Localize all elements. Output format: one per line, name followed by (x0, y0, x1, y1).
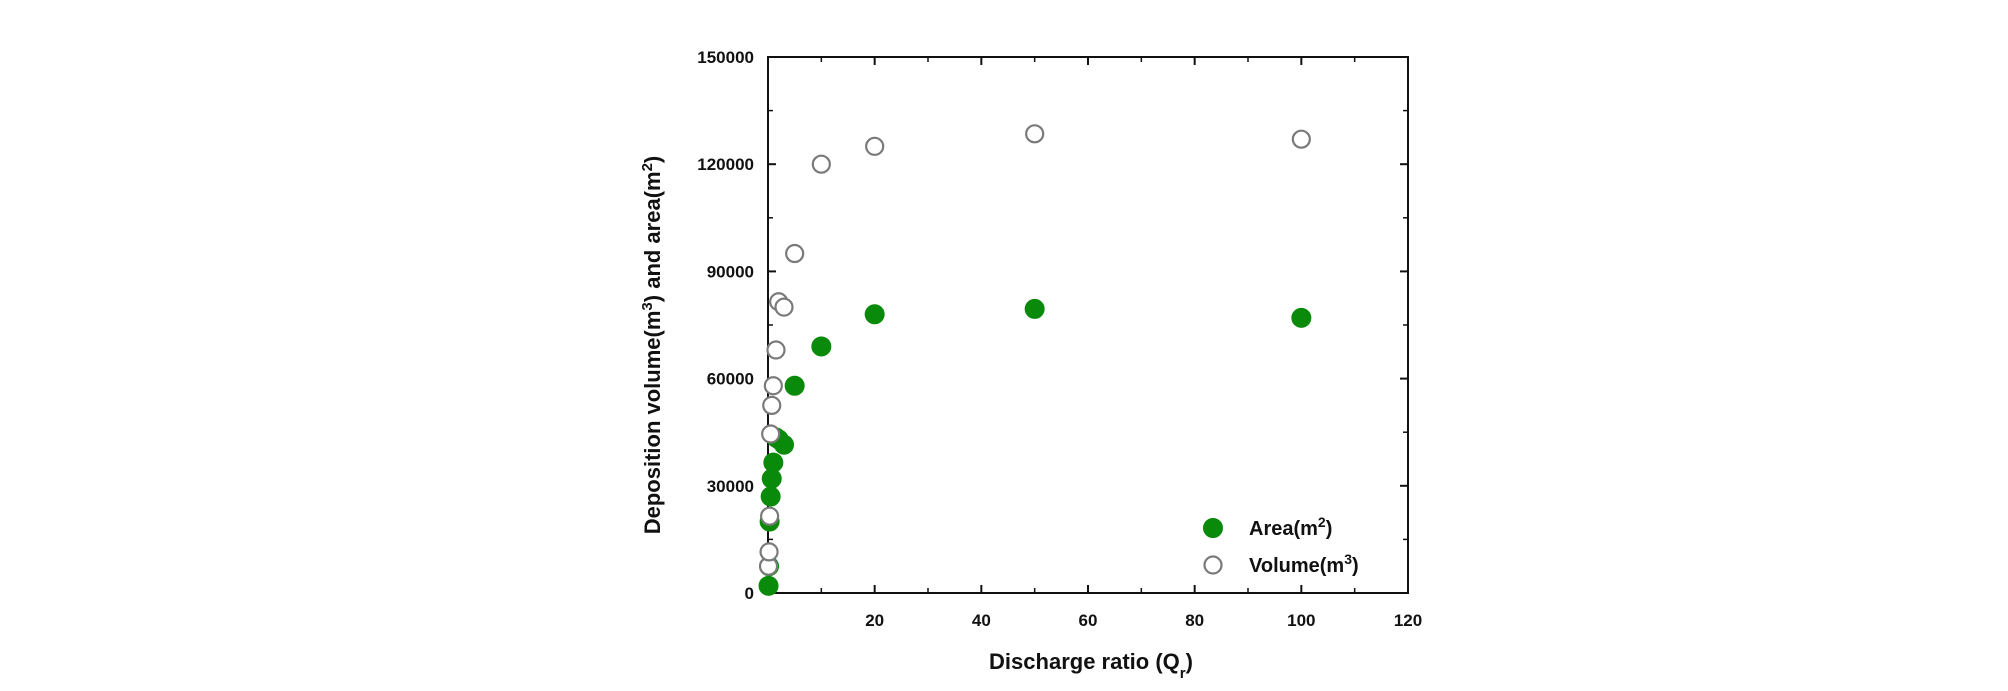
legend: Area(m2) Volume(m3) (1203, 514, 1359, 577)
volume-data-point (865, 136, 885, 156)
y-tick-label: 60000 (707, 370, 754, 389)
legend-marker (1203, 555, 1223, 575)
area-data-point (1291, 307, 1312, 328)
plot-area (767, 56, 1409, 594)
volume-data-point (759, 542, 779, 562)
volume-data-point (766, 340, 786, 360)
y-tick-label: 30000 (707, 477, 754, 496)
area-data-point (1024, 298, 1045, 319)
volume-data-point (1025, 124, 1045, 144)
y-tick-label: 90000 (707, 262, 754, 281)
x-tick-label: 100 (1287, 611, 1315, 630)
x-axis: 20 40 60 80 100 120 (820, 57, 1422, 630)
series-layer (758, 124, 1312, 596)
x-tick-label: 60 (1079, 611, 1098, 630)
plot-frame (767, 56, 1409, 594)
volume-data-point (763, 376, 783, 396)
area-data-point (760, 486, 781, 507)
area-data-point (758, 575, 779, 596)
area-data-point (864, 304, 885, 325)
x-tick-label: 20 (865, 611, 884, 630)
volume-data-point (811, 154, 831, 174)
area-data-point (763, 452, 784, 473)
x-tick-label: 80 (1185, 611, 1204, 630)
volume-series (758, 124, 1311, 576)
area-data-point (811, 336, 832, 357)
volume-data-point (761, 424, 781, 444)
volume-data-point (759, 506, 780, 526)
y-tick-label: 120000 (697, 155, 754, 174)
volume-data-point (774, 297, 794, 317)
volume-data-point (762, 395, 782, 415)
y-axis-label: Deposition volume(m3) and area(m2) (639, 156, 666, 535)
volume-data-point (1291, 129, 1311, 149)
y-axis: 0 30000 60000 90000 120000 150000 (697, 48, 1408, 603)
area-series (758, 298, 1312, 596)
area-data-point (774, 434, 794, 455)
legend-label: Area(m2) (1249, 514, 1332, 540)
x-tick-label: 120 (1394, 611, 1422, 630)
area-data-point (784, 375, 805, 396)
x-axis-label: Discharge ratio (Qr) (989, 649, 1193, 682)
x-tick-label: 40 (972, 611, 991, 630)
y-tick-label: 150000 (697, 48, 754, 67)
y-tick-label: 0 (745, 584, 754, 603)
volume-data-point (785, 243, 805, 264)
legend-label: Volume(m3) (1249, 551, 1359, 577)
legend-marker (1203, 518, 1223, 538)
